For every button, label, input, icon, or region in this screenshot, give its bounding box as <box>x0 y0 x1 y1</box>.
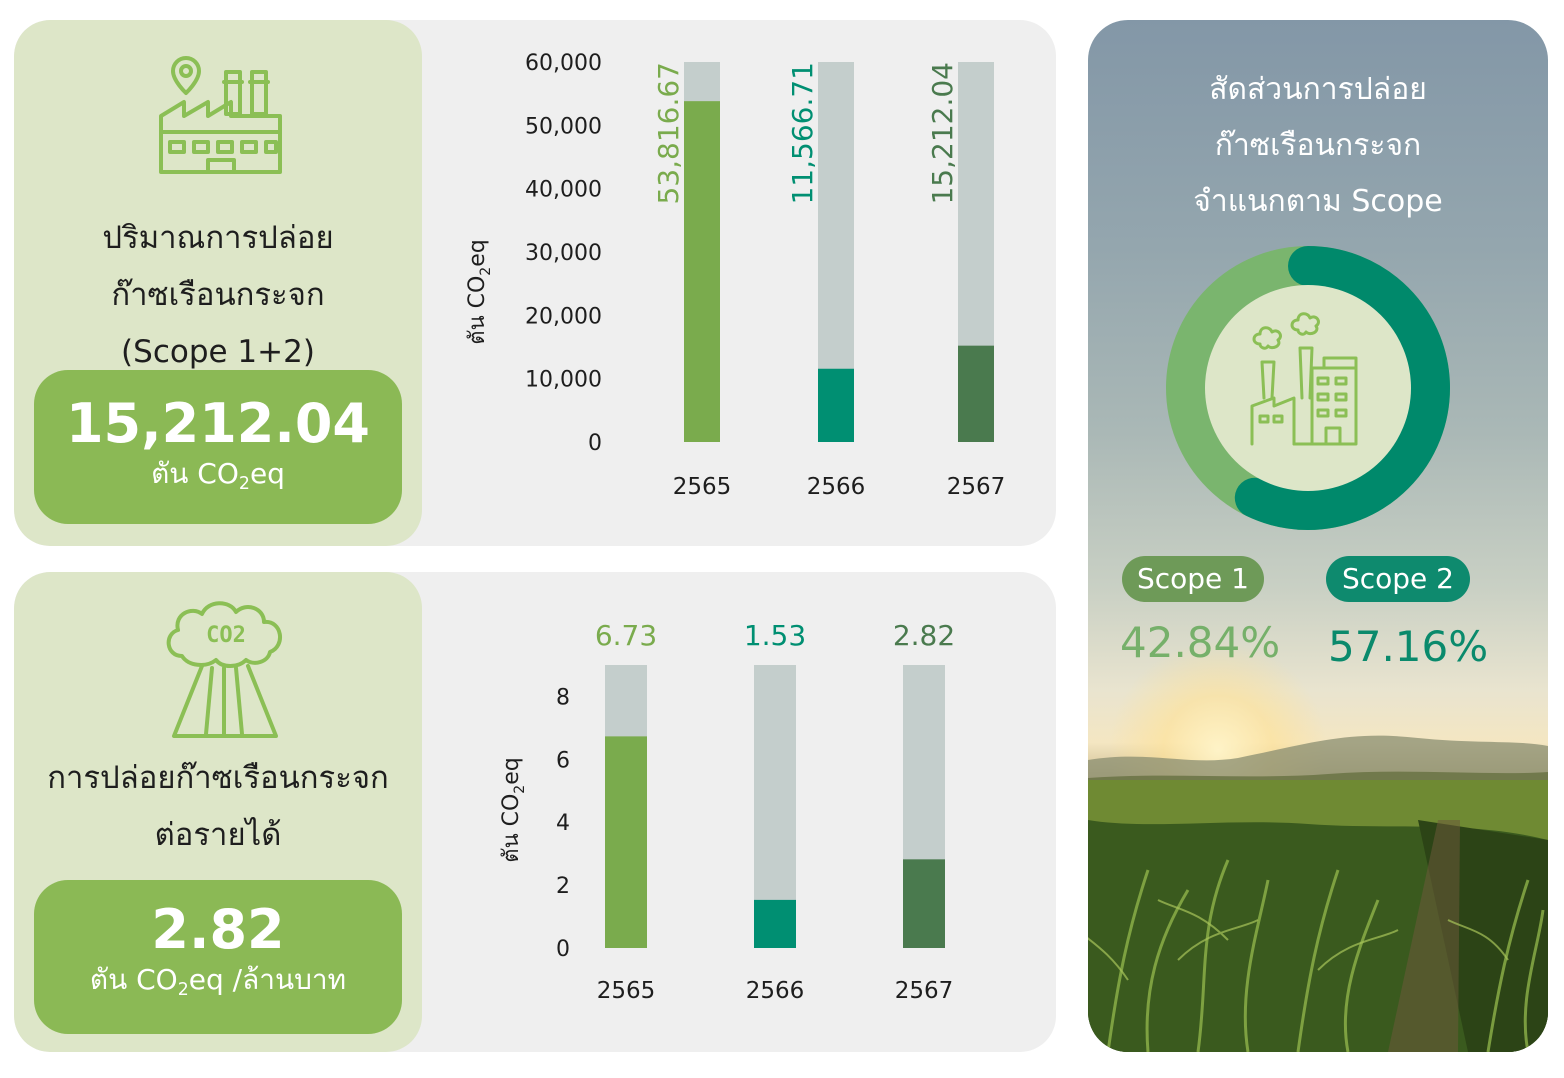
ghg-title-line-1: ปริมาณการปล่อย <box>102 220 334 256</box>
bar-2567 <box>903 859 945 948</box>
intensity-title-line-2: ต่อรายได้ <box>154 817 282 853</box>
y-tick-label: 4 <box>556 811 570 836</box>
x-category-label: 2567 <box>895 978 954 1004</box>
bar-value-label: 2.82 <box>893 619 955 652</box>
bar-2565 <box>605 736 647 948</box>
y-tick-label: 10,000 <box>525 368 602 393</box>
scope-donut-chart <box>1166 246 1450 530</box>
bar-2566 <box>754 899 796 948</box>
donut-ring <box>1166 246 1450 530</box>
ghg-intensity-card: CO2 การปล่อยก๊าซเรือนกระจก ต่อรายได้ 2.8… <box>14 572 1056 1052</box>
intensity-bar-chart: 0 2 4 6 8 ตัน CO2eq 2565 6.73 2566 1.53 2567 2.82 <box>499 619 955 1004</box>
ghg-title: ปริมาณการปล่อย ก๊าซเรือนกระจก (Scope 1+2… <box>14 210 422 381</box>
intensity-summary-panel: CO2 การปล่อยก๊าซเรือนกระจก ต่อรายได้ 2.8… <box>14 572 422 1052</box>
bar-2565 <box>684 101 720 443</box>
y-tick-label: 2 <box>556 874 570 899</box>
y-tick-label: 6 <box>556 748 570 773</box>
bar-value-label: 6.73 <box>595 619 657 652</box>
intensity-unit: ตัน CO2eq /ล้านบาท <box>34 962 402 1001</box>
bar-2566 <box>818 368 854 442</box>
scope-title-line-2: ก๊าซเรือนกระจก <box>1214 128 1422 163</box>
svg-text:CO2: CO2 <box>206 623 246 648</box>
y-tick-label: 40,000 <box>525 178 602 203</box>
intensity-title-line-1: การปล่อยก๊าซเรือนกระจก <box>47 760 389 796</box>
scope2-percentage: 57.16% <box>1328 622 1489 671</box>
bar-value-label: 15,212.04 <box>926 62 959 205</box>
bar-2567 <box>958 345 994 442</box>
scope-share-card: สัดส่วนการปล่อย ก๊าซเรือนกระจก จำแนกตาม … <box>1088 20 1548 1052</box>
intensity-badge: 2.82 ตัน CO2eq /ล้านบาท <box>34 880 402 1034</box>
y-tick-label: 8 <box>556 685 570 710</box>
ghg-title-line-2: ก๊าซเรือนกระจก <box>111 277 325 313</box>
x-category-label: 2566 <box>746 978 805 1004</box>
x-category-label: 2566 <box>807 474 866 500</box>
y-axis-label: ตัน CO2eq <box>465 239 494 344</box>
y-axis-label: ตัน CO2eq <box>499 757 528 862</box>
y-tick-label: 60,000 <box>525 51 602 76</box>
donut-slice-scope2 <box>1166 246 1450 530</box>
ghg-total-unit: ตัน CO2eq <box>34 456 402 495</box>
unit-prefix: ตัน CO <box>151 457 239 490</box>
scope-chart-title: สัดส่วนการปล่อย ก๊าซเรือนกระจก จำแนกตาม … <box>1088 62 1548 230</box>
unit-suffix: eq <box>249 457 285 490</box>
unit-subscript: 2 <box>238 474 250 495</box>
ghg-title-line-3: (Scope 1+2) <box>121 334 315 370</box>
bar-value-label: 1.53 <box>744 619 806 652</box>
unit-prefix: ตัน CO <box>89 963 178 996</box>
x-category-label: 2567 <box>947 474 1006 500</box>
co2-cloud-icon: CO2 <box>160 596 290 750</box>
y-tick-label: 0 <box>556 937 570 962</box>
scope-title-line-1: สัดส่วนการปล่อย <box>1209 72 1427 107</box>
y-tick-label: 20,000 <box>525 304 602 329</box>
intensity-value: 2.82 <box>151 898 285 961</box>
ghg-emissions-card: ปริมาณการปล่อย ก๊าซเรือนกระจก (Scope 1+2… <box>14 20 1056 546</box>
scope-title-line-3: จำแนกตาม Scope <box>1193 184 1443 219</box>
y-tick-label: 50,000 <box>525 114 602 139</box>
scope1-percentage: 42.84% <box>1120 618 1281 667</box>
ghg-total-badge: 15,212.04 ตัน CO2eq <box>34 370 402 524</box>
unit-subscript: 2 <box>177 980 189 1001</box>
scope2-badge: Scope 2 <box>1326 556 1470 602</box>
ghg-total-value: 15,212.04 <box>65 392 371 455</box>
y-tick-label: 0 <box>588 431 602 456</box>
donut-center <box>1205 285 1411 491</box>
x-category-label: 2565 <box>673 474 732 500</box>
unit-suffix: eq /ล้านบาท <box>188 963 347 996</box>
bar-value-label: 11,566.71 <box>786 62 819 205</box>
ghg-bar-chart: 0 10,000 20,000 30,000 40,000 50,000 60,000 ตัน… <box>465 51 1006 500</box>
ghg-summary-panel: ปริมาณการปล่อย ก๊าซเรือนกระจก (Scope 1+2… <box>14 20 422 546</box>
scope1-badge: Scope 1 <box>1122 556 1264 602</box>
factory-location-icon <box>156 54 286 182</box>
x-category-label: 2565 <box>597 978 656 1004</box>
cornfield-background <box>1088 780 1548 1052</box>
factory-smokestack-icon <box>1250 312 1358 446</box>
intensity-title: การปล่อยก๊าซเรือนกระจก ต่อรายได้ <box>14 750 422 864</box>
bar-value-label: 53,816.67 <box>652 62 685 205</box>
y-tick-label: 30,000 <box>525 241 602 266</box>
